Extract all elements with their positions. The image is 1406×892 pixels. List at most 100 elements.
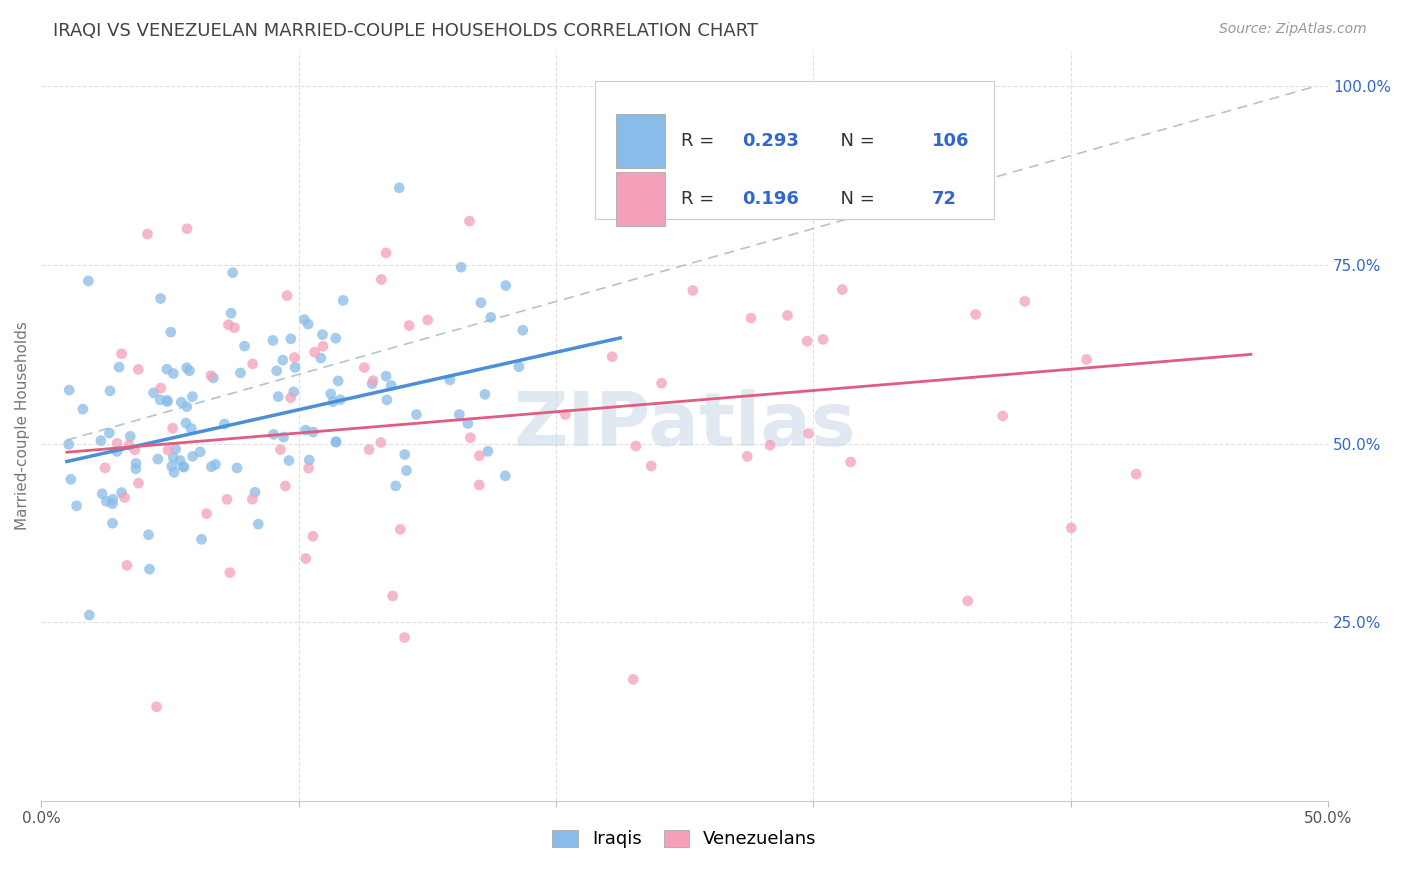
Point xyxy=(188,445,211,459)
Point xyxy=(179,364,201,378)
Point xyxy=(394,448,416,462)
Point xyxy=(886,144,908,158)
Point xyxy=(226,461,249,475)
Point xyxy=(831,283,853,297)
Point xyxy=(956,594,979,608)
Text: N =: N = xyxy=(828,132,880,150)
Point xyxy=(94,460,117,475)
Point xyxy=(124,442,146,457)
Point xyxy=(149,292,172,306)
Point xyxy=(242,357,264,371)
Point xyxy=(325,434,347,449)
Point xyxy=(304,345,326,359)
Point xyxy=(156,394,179,409)
Point xyxy=(375,369,398,384)
Point xyxy=(405,408,427,422)
Point xyxy=(381,589,404,603)
Point xyxy=(302,529,325,543)
Point xyxy=(375,246,398,260)
Point xyxy=(136,227,159,241)
Point xyxy=(439,373,461,387)
Point xyxy=(204,458,226,472)
Point xyxy=(157,443,180,458)
Point xyxy=(312,339,335,353)
Point xyxy=(98,425,121,440)
FancyBboxPatch shape xyxy=(595,80,994,219)
Text: 0.293: 0.293 xyxy=(742,132,800,150)
Point xyxy=(162,367,184,381)
Point xyxy=(353,360,375,375)
Point xyxy=(512,323,534,337)
Point xyxy=(101,492,124,507)
Point xyxy=(370,435,392,450)
Point xyxy=(181,390,204,404)
Point xyxy=(217,492,239,507)
Point xyxy=(142,385,165,400)
Point xyxy=(759,438,782,452)
Point xyxy=(309,351,332,365)
Point xyxy=(479,310,502,325)
Point xyxy=(621,673,644,687)
Point xyxy=(72,402,94,417)
Point xyxy=(416,313,439,327)
Point xyxy=(58,383,80,397)
Point xyxy=(839,455,862,469)
Point xyxy=(172,459,194,474)
Point xyxy=(375,392,398,407)
Point xyxy=(162,421,184,435)
Point xyxy=(276,288,298,302)
Point xyxy=(468,449,491,463)
Point xyxy=(159,325,181,339)
Point xyxy=(127,362,149,376)
Point xyxy=(474,387,496,401)
Point xyxy=(495,278,517,293)
Point xyxy=(298,453,321,467)
Point xyxy=(59,472,82,486)
Bar xyxy=(616,114,665,168)
Point xyxy=(65,499,87,513)
Point xyxy=(811,332,834,346)
Point xyxy=(98,384,121,398)
Point xyxy=(202,371,225,385)
Point xyxy=(297,317,319,331)
Point xyxy=(163,466,186,480)
Point xyxy=(77,274,100,288)
Point xyxy=(200,459,222,474)
Point xyxy=(311,327,333,342)
Point xyxy=(457,417,479,431)
Point xyxy=(394,631,416,645)
Point xyxy=(398,318,420,333)
Point xyxy=(332,293,354,308)
Point xyxy=(214,417,236,431)
Point xyxy=(110,347,132,361)
Point xyxy=(218,318,240,332)
Point xyxy=(266,364,288,378)
Point xyxy=(101,497,124,511)
Point xyxy=(58,437,80,451)
Point xyxy=(110,485,132,500)
Point xyxy=(219,306,242,320)
Point xyxy=(176,360,198,375)
Point xyxy=(195,507,218,521)
Point xyxy=(797,426,820,441)
Point xyxy=(325,331,347,345)
Point xyxy=(200,368,222,383)
Point xyxy=(149,381,172,395)
Point xyxy=(450,260,472,275)
Point xyxy=(149,392,172,407)
Point xyxy=(740,311,762,326)
Point xyxy=(233,339,256,353)
Point xyxy=(247,517,270,532)
Point xyxy=(138,562,160,576)
Point xyxy=(145,699,167,714)
Point xyxy=(115,558,138,573)
Point xyxy=(267,390,290,404)
Point xyxy=(361,376,384,391)
Point xyxy=(273,430,295,444)
Y-axis label: Married-couple Households: Married-couple Households xyxy=(15,321,30,530)
Point xyxy=(173,460,195,475)
Point xyxy=(458,214,481,228)
Point xyxy=(651,376,673,391)
Point xyxy=(477,444,499,458)
Point xyxy=(221,266,243,280)
